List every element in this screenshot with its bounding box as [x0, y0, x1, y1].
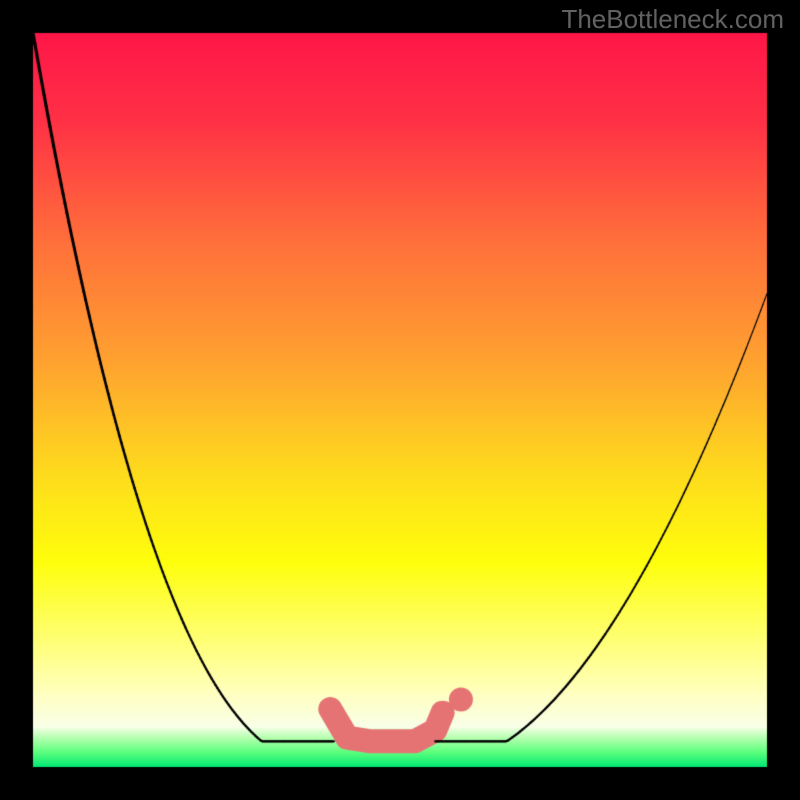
chart-container: TheBottleneck.com [0, 0, 800, 800]
bottleneck-curve-chart [0, 0, 800, 800]
watermark-text: TheBottleneck.com [561, 4, 784, 35]
